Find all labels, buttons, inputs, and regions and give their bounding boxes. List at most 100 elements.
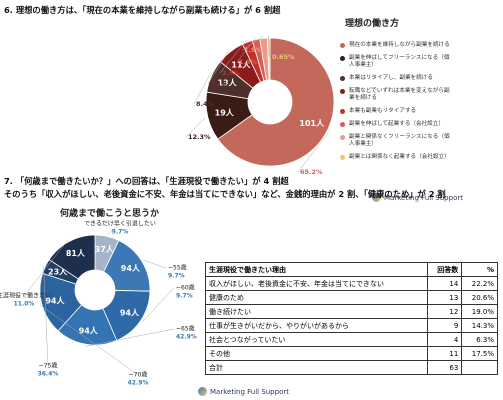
table-cell: 13 bbox=[427, 290, 463, 305]
outer-label: 9.7% bbox=[168, 273, 185, 280]
leader-line bbox=[236, 37, 256, 63]
legend-item: 本業はリタイアし、副業を続ける bbox=[340, 75, 450, 82]
outer-category: ~60歳 bbox=[176, 284, 195, 292]
legend-swatch bbox=[340, 122, 345, 127]
outer-label: 1.9% bbox=[244, 46, 263, 54]
chart-title: 理想の働き方 bbox=[345, 19, 400, 29]
outer-label: 65.2% bbox=[300, 168, 323, 176]
leader-line bbox=[219, 40, 247, 74]
slice-label: 81人 bbox=[66, 248, 86, 258]
logo: Marketing Full Support bbox=[372, 193, 463, 202]
legend-label: 転職などでいずれは本業を変えながら副業を続ける bbox=[349, 88, 450, 101]
outer-label: 0.65% bbox=[272, 53, 295, 61]
legend-swatch bbox=[340, 135, 345, 140]
subheading: そのうち「収入がほしい、老後資金に不安、年金は当てにできない」など、金銭的理由が… bbox=[4, 189, 446, 199]
table-cell: 働き続けたい bbox=[204, 304, 429, 319]
table-row: 仕事が生きがいだから、やりがいがあるから 9 14.3% bbox=[204, 318, 498, 333]
table-cell: 14.3% bbox=[461, 318, 498, 333]
table-row: 健康のため 13 20.6% bbox=[204, 290, 498, 305]
legend-item: 現在の本業を維持しながら副業を続ける bbox=[340, 42, 450, 49]
slice-label: 19人 bbox=[215, 107, 235, 117]
leader-line bbox=[241, 36, 264, 51]
outer-label: 11.0% bbox=[14, 301, 35, 308]
table-row: 働き続けたい 12 19.0% bbox=[204, 304, 498, 319]
table-row: 収入がほしい、老後資金に不安、年金は当てにできない 14 22.2% bbox=[204, 276, 498, 291]
legend-label: 副業と関係なくフリーランスになる（個人事業主） bbox=[349, 134, 450, 147]
table-cell: 17.5% bbox=[461, 346, 498, 361]
table-cell: 合計 bbox=[204, 360, 429, 375]
slice-label: 94人 bbox=[79, 325, 99, 335]
header-cell: 回答数 bbox=[427, 262, 463, 277]
legend-item: 転職などでいずれは本業を変えながら副業を続ける bbox=[340, 88, 450, 102]
slice bbox=[48, 234, 96, 280]
leader-line bbox=[107, 223, 121, 235]
leader-line bbox=[268, 35, 271, 58]
outer-category: ~55歳 bbox=[168, 264, 187, 272]
logo-text: Marketing Full Support bbox=[384, 193, 463, 202]
table-cell: 22.2% bbox=[461, 276, 498, 291]
outer-label: 42.9% bbox=[176, 334, 197, 341]
table-row: 社会とつながっていたい 4 6.3% bbox=[204, 332, 498, 347]
table-cell: 仕事が生きがいだから、やりがいがあるから bbox=[204, 318, 429, 333]
legend-swatch bbox=[340, 155, 345, 160]
slice-label: 11人 bbox=[231, 60, 251, 70]
legend-label: 本業も副業もリタイアする bbox=[349, 108, 417, 114]
slice-label: 94人 bbox=[45, 295, 65, 305]
heading: 6. 理想の働き方は、「現在の本業を維持しながら副業も続ける」が 6 割超 bbox=[4, 5, 281, 15]
legend-item: 副業と関係なくフリーランスになる（個人事業主） bbox=[340, 134, 450, 148]
legend-item: 副業を伸ばして起業する（会社設立） bbox=[340, 121, 450, 128]
table-cell: 4 bbox=[427, 332, 463, 347]
table: 生涯現役で働きたい理由 回答数% 収入がほしい、老後資金に不安、年金は当てにできない… bbox=[204, 262, 498, 375]
table-row: 合計 63 bbox=[204, 360, 498, 375]
outer-label: 9.7% bbox=[112, 229, 129, 236]
slice-label: 13人 bbox=[217, 77, 237, 87]
leader-line bbox=[39, 304, 139, 376]
legend-item: 本業も副業もリタイアする bbox=[340, 108, 450, 115]
legend-swatch bbox=[340, 109, 345, 114]
heading: 7. 「何歳まで働きたいか？」への回答は、「生涯現役で働きたい」が 4 割超 bbox=[4, 176, 289, 186]
outer-category: ~75歳 bbox=[39, 362, 58, 370]
outer-label: 8.4% bbox=[196, 100, 215, 108]
slice bbox=[217, 37, 335, 167]
leader-line bbox=[23, 239, 69, 297]
leader-line bbox=[193, 75, 210, 105]
leader-line bbox=[143, 259, 167, 269]
slice-label: 101人 bbox=[299, 118, 325, 128]
table-cell: 収入がほしい、老後資金に不安、年金は当てにできない bbox=[204, 276, 429, 291]
outer-category: 生涯現役で働きたい bbox=[0, 292, 51, 300]
table-cell: 11 bbox=[427, 346, 463, 361]
legend-swatch bbox=[340, 43, 345, 48]
chart-title: 何歳まで働こうと思うか bbox=[60, 209, 160, 219]
table-cell: 20.6% bbox=[461, 290, 498, 305]
logo: Marketing Full Support bbox=[198, 387, 289, 396]
header-cell: % bbox=[461, 262, 498, 277]
table-cell: 健康のため bbox=[204, 290, 429, 305]
table-cell: 12 bbox=[427, 304, 463, 319]
table-cell: 14 bbox=[427, 276, 463, 291]
legend-swatch bbox=[340, 76, 345, 81]
table-cell: 19.0% bbox=[461, 304, 498, 319]
outer-label: 1.9% bbox=[239, 58, 258, 66]
legend-swatch bbox=[340, 56, 345, 61]
legend-label: 本業はリタイアし、副業を続ける bbox=[349, 75, 433, 81]
slice-label: 94人 bbox=[121, 263, 141, 273]
legend-swatch bbox=[340, 89, 345, 94]
outer-category: ~65歳 bbox=[176, 325, 195, 333]
outer-category: ~70歳 bbox=[129, 371, 148, 379]
table-header: 生涯現役で働きたい理由 回答数% bbox=[204, 262, 498, 277]
outer-label: 36.4% bbox=[38, 371, 59, 378]
table-cell: 63 bbox=[427, 360, 463, 375]
legend-label: 副業を伸ばしてフリーランスになる（個人事業主） bbox=[349, 55, 450, 68]
outer-label: 42.9% bbox=[128, 380, 149, 387]
legend: 現在の本業を維持しながら副業を続ける副業を伸ばしてフリーランスになる（個人事業主… bbox=[340, 42, 450, 167]
table-cell: 6.3% bbox=[461, 332, 498, 347]
header-cell: 生涯現役で働きたい理由 bbox=[204, 262, 429, 277]
table-cell bbox=[461, 360, 498, 375]
leader-line bbox=[185, 116, 206, 138]
legend-label: 副業を伸ばして起業する（会社設立） bbox=[349, 121, 444, 127]
outer-label: 7.1% bbox=[210, 80, 229, 88]
leader-line bbox=[142, 287, 175, 323]
slice-label: 94人 bbox=[120, 308, 140, 318]
